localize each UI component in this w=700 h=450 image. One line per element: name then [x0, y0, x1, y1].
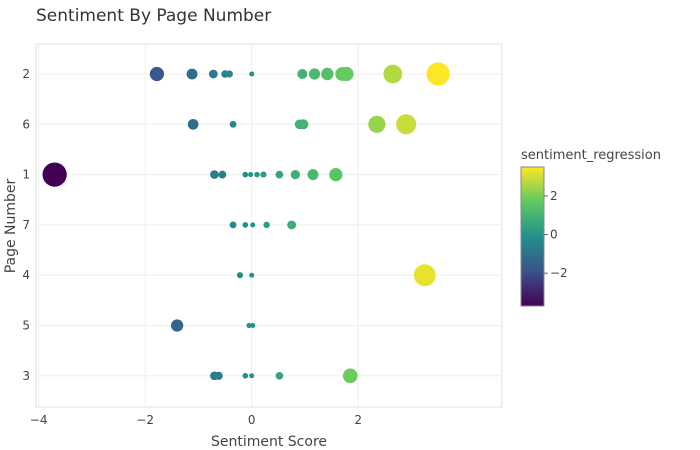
data-points [42, 62, 450, 384]
data-point [187, 118, 199, 130]
y-tick-label: 3 [22, 369, 30, 383]
data-point [308, 68, 321, 80]
data-point [214, 371, 223, 380]
colorbar-tick-label: 0 [550, 228, 558, 242]
data-point [229, 221, 237, 229]
y-axis-title: Page Number [3, 178, 19, 273]
x-tick-labels: −4 −2 0 2 [30, 413, 362, 427]
data-point [275, 371, 284, 380]
data-point [298, 119, 309, 130]
data-point [225, 70, 233, 78]
colorbar-ticks: 2 0 −2 [544, 189, 568, 280]
data-point [246, 322, 252, 329]
data-point [249, 272, 255, 278]
data-point [242, 222, 249, 228]
data-point [248, 172, 254, 178]
data-point [260, 171, 267, 178]
data-point [236, 272, 244, 279]
data-point [339, 66, 354, 82]
x-tick-label: 0 [248, 413, 256, 427]
colorbar-tick-label: −2 [550, 266, 568, 280]
y-tick-labels: 2 6 1 7 4 5 3 [22, 67, 30, 383]
x-axis-title: Sentiment Score [211, 434, 327, 450]
data-point [218, 170, 227, 179]
data-point [263, 221, 270, 229]
chart-title: Sentiment By Page Number [36, 6, 272, 26]
data-point [42, 162, 67, 187]
colorbar [520, 166, 545, 307]
data-point [249, 373, 255, 379]
data-point [297, 69, 308, 79]
data-point [342, 368, 358, 384]
plot-border [35, 43, 503, 408]
data-point [383, 64, 403, 84]
y-tick-label: 6 [22, 117, 30, 131]
y-tick-label: 1 [22, 168, 30, 182]
data-point [186, 68, 198, 80]
data-point [396, 114, 417, 135]
data-point [254, 171, 260, 178]
data-point [307, 169, 319, 181]
x-tick-label: −4 [30, 413, 48, 427]
data-point [413, 264, 436, 287]
y-tick-label: 4 [22, 268, 30, 282]
x-tick-label: 2 [354, 413, 362, 427]
data-point [368, 115, 386, 133]
colorbar-tick-label: 2 [550, 189, 558, 203]
data-point [149, 66, 165, 82]
y-tick-label: 2 [22, 67, 30, 81]
data-point [229, 120, 237, 128]
data-point [210, 170, 219, 179]
data-point [242, 171, 249, 178]
data-point [170, 319, 184, 332]
data-point [321, 67, 334, 81]
data-point [290, 169, 300, 180]
y-tick-label: 5 [22, 319, 30, 333]
data-point [208, 69, 218, 79]
data-point [287, 220, 297, 230]
data-point [275, 170, 284, 179]
data-point [242, 372, 249, 379]
color-legend: sentiment_regression 2 0 −2 [520, 148, 661, 307]
data-point [249, 71, 255, 77]
data-point [426, 62, 450, 86]
data-point [250, 222, 256, 228]
data-point [250, 322, 256, 329]
legend-title: sentiment_regression [521, 148, 661, 163]
x-tick-label: −2 [136, 413, 154, 427]
data-point [329, 167, 343, 182]
y-tick-label: 7 [22, 218, 30, 232]
